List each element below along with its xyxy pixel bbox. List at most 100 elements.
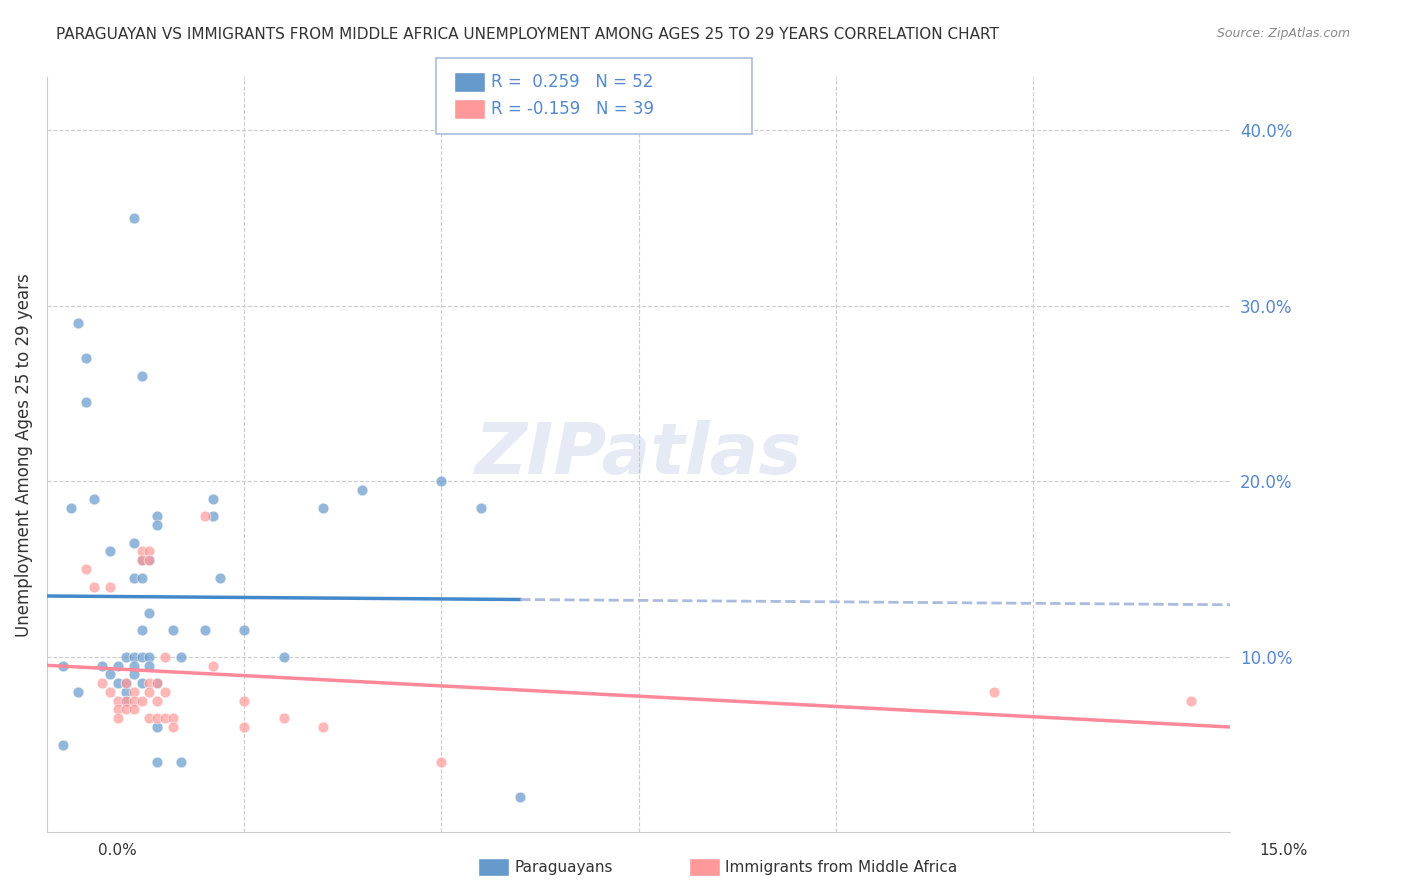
Point — [138, 544, 160, 558]
Point — [114, 676, 136, 690]
Point — [131, 694, 153, 708]
Point — [170, 755, 193, 769]
Point — [146, 676, 169, 690]
Point — [98, 580, 121, 594]
Point — [91, 658, 114, 673]
Point — [67, 316, 90, 330]
Point — [430, 475, 453, 489]
Point — [138, 606, 160, 620]
Point — [983, 685, 1005, 699]
Point — [114, 685, 136, 699]
Point — [107, 658, 129, 673]
Point — [146, 720, 169, 734]
Point — [138, 553, 160, 567]
Point — [122, 667, 145, 681]
Point — [273, 711, 295, 725]
Text: 15.0%: 15.0% — [1260, 843, 1308, 858]
Point — [122, 694, 145, 708]
Point — [67, 685, 90, 699]
Point — [162, 624, 184, 638]
Point — [1180, 694, 1202, 708]
Point — [107, 694, 129, 708]
Point — [194, 509, 217, 524]
Point — [162, 711, 184, 725]
Point — [122, 649, 145, 664]
Point — [162, 720, 184, 734]
Point — [131, 676, 153, 690]
Point — [59, 500, 82, 515]
Text: Source: ZipAtlas.com: Source: ZipAtlas.com — [1216, 27, 1350, 40]
Point — [107, 676, 129, 690]
Point — [138, 676, 160, 690]
Point — [122, 658, 145, 673]
Point — [138, 658, 160, 673]
Point — [114, 694, 136, 708]
Point — [138, 711, 160, 725]
Text: 0.0%: 0.0% — [98, 843, 138, 858]
Point — [509, 790, 531, 805]
Point — [52, 658, 75, 673]
Point — [98, 667, 121, 681]
Point — [233, 694, 256, 708]
Point — [107, 711, 129, 725]
Point — [91, 676, 114, 690]
Point — [114, 702, 136, 716]
Point — [170, 649, 193, 664]
Point — [430, 755, 453, 769]
Point — [122, 211, 145, 225]
Text: R =  0.259   N = 52: R = 0.259 N = 52 — [491, 73, 652, 91]
Point — [138, 553, 160, 567]
Point — [83, 491, 105, 506]
Point — [75, 351, 97, 366]
Point — [131, 624, 153, 638]
Point — [114, 676, 136, 690]
Point — [107, 702, 129, 716]
Point — [209, 571, 232, 585]
Point — [122, 702, 145, 716]
Point — [233, 720, 256, 734]
Point — [122, 685, 145, 699]
Point — [131, 553, 153, 567]
Point — [470, 500, 492, 515]
Point — [131, 649, 153, 664]
Point — [114, 649, 136, 664]
Point — [83, 580, 105, 594]
Point — [122, 571, 145, 585]
Point — [201, 491, 224, 506]
Text: Paraguayans: Paraguayans — [515, 860, 613, 874]
Point — [155, 711, 177, 725]
Point — [75, 562, 97, 576]
Point — [98, 685, 121, 699]
Point — [146, 755, 169, 769]
Point — [146, 509, 169, 524]
Point — [52, 738, 75, 752]
Point — [146, 518, 169, 533]
Text: R = -0.159   N = 39: R = -0.159 N = 39 — [491, 100, 654, 118]
Y-axis label: Unemployment Among Ages 25 to 29 years: Unemployment Among Ages 25 to 29 years — [15, 273, 32, 637]
Point — [233, 624, 256, 638]
Point — [114, 694, 136, 708]
Point — [146, 694, 169, 708]
Point — [98, 544, 121, 558]
Point — [138, 649, 160, 664]
Point — [122, 535, 145, 549]
Point — [146, 676, 169, 690]
Point — [273, 649, 295, 664]
Point — [131, 571, 153, 585]
Point — [155, 649, 177, 664]
Text: Immigrants from Middle Africa: Immigrants from Middle Africa — [725, 860, 957, 874]
Point — [312, 720, 335, 734]
Point — [131, 553, 153, 567]
Point — [194, 624, 217, 638]
Text: ZIPatlas: ZIPatlas — [475, 420, 803, 490]
Point — [138, 685, 160, 699]
Text: PARAGUAYAN VS IMMIGRANTS FROM MIDDLE AFRICA UNEMPLOYMENT AMONG AGES 25 TO 29 YEA: PARAGUAYAN VS IMMIGRANTS FROM MIDDLE AFR… — [56, 27, 1000, 42]
Point — [312, 500, 335, 515]
Point — [146, 711, 169, 725]
Point — [155, 685, 177, 699]
Point — [201, 509, 224, 524]
Point — [131, 368, 153, 383]
Point — [352, 483, 374, 497]
Point — [75, 395, 97, 409]
Point — [201, 658, 224, 673]
